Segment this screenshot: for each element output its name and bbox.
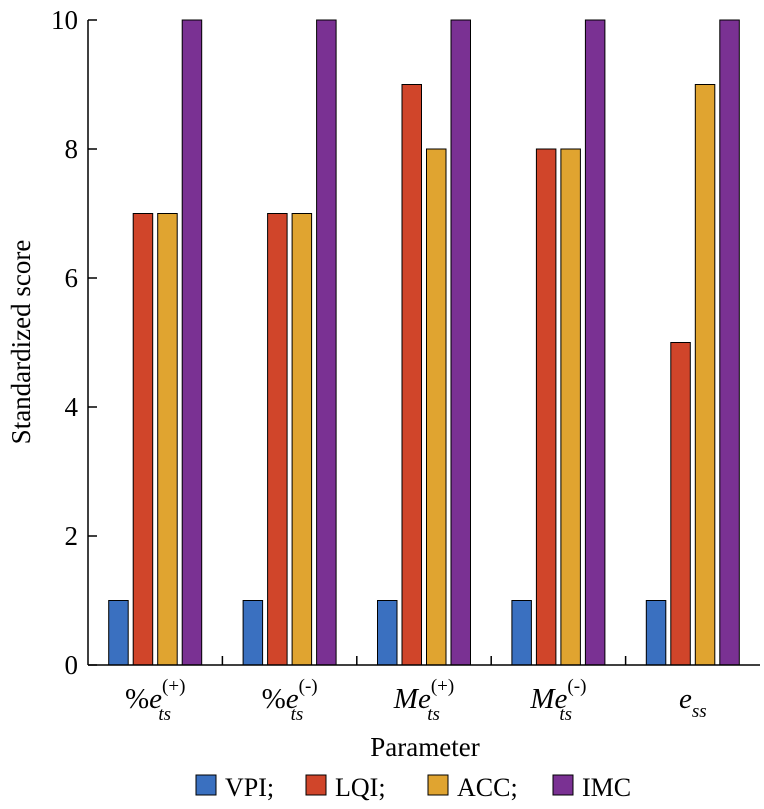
bar-2-series-2	[267, 213, 288, 666]
x-tick-label: Me(-) ts	[529, 676, 586, 725]
legend: VPI; LQI; ACC; IMC	[195, 773, 631, 802]
x-ticks-group: %e(+) ts %e(-) ts Me(+) ts Me(-) ts ess	[125, 656, 707, 725]
bar-4-series-2	[535, 148, 557, 666]
bar-2-series-1	[242, 600, 264, 666]
x-tick-label: Me(+) ts	[393, 676, 454, 725]
x-tick-label: %e(-) ts	[262, 676, 318, 725]
bar-5-series-1	[645, 600, 667, 666]
bar-5-series-2	[670, 342, 691, 666]
bar-1-series-2	[132, 213, 154, 666]
axes-group	[87, 20, 760, 666]
x-tick-label: ess	[679, 683, 707, 722]
bar-4-series-1	[511, 600, 532, 666]
y-tick-label: 8	[65, 134, 79, 164]
legend-label-2: LQI;	[335, 773, 386, 802]
legend-label-1: VPI;	[225, 773, 274, 802]
y-tick-label: 6	[65, 263, 79, 293]
legend-label-3: ACC;	[457, 773, 518, 802]
legend-label-4: IMC	[582, 773, 631, 802]
bar-5-series-3	[694, 84, 716, 666]
x-axis-label: Parameter	[370, 732, 479, 762]
bar-2-series-4	[316, 19, 337, 666]
y-axis-label: Standardized score	[6, 240, 36, 445]
y-tick-label: 10	[51, 5, 78, 35]
y-tick-label: 0	[65, 650, 79, 680]
x-tick-label: %e(+) ts	[125, 676, 185, 725]
bar-3-series-1	[377, 600, 398, 666]
legend-swatch-2	[305, 774, 327, 796]
bar-2-series-3	[291, 213, 313, 666]
bar-1-series-1	[108, 600, 129, 666]
bar-4-series-3	[560, 148, 581, 666]
bar-3-series-4	[450, 19, 471, 666]
legend-swatch-3	[427, 774, 449, 796]
y-tick-label: 2	[65, 521, 79, 551]
legend-swatch-1	[195, 774, 217, 796]
bar-1-series-3	[157, 213, 178, 666]
bar-5-series-4	[719, 19, 740, 666]
bars-group	[108, 19, 740, 666]
bar-3-series-2	[401, 84, 422, 666]
legend-swatch-4	[552, 774, 574, 796]
bar-4-series-4	[584, 19, 606, 666]
y-tick-label: 4	[65, 392, 79, 422]
y-ticks-group: 0 2 4 6 8 10	[51, 5, 97, 680]
bar-3-series-3	[426, 148, 447, 666]
bar-1-series-4	[181, 19, 203, 666]
